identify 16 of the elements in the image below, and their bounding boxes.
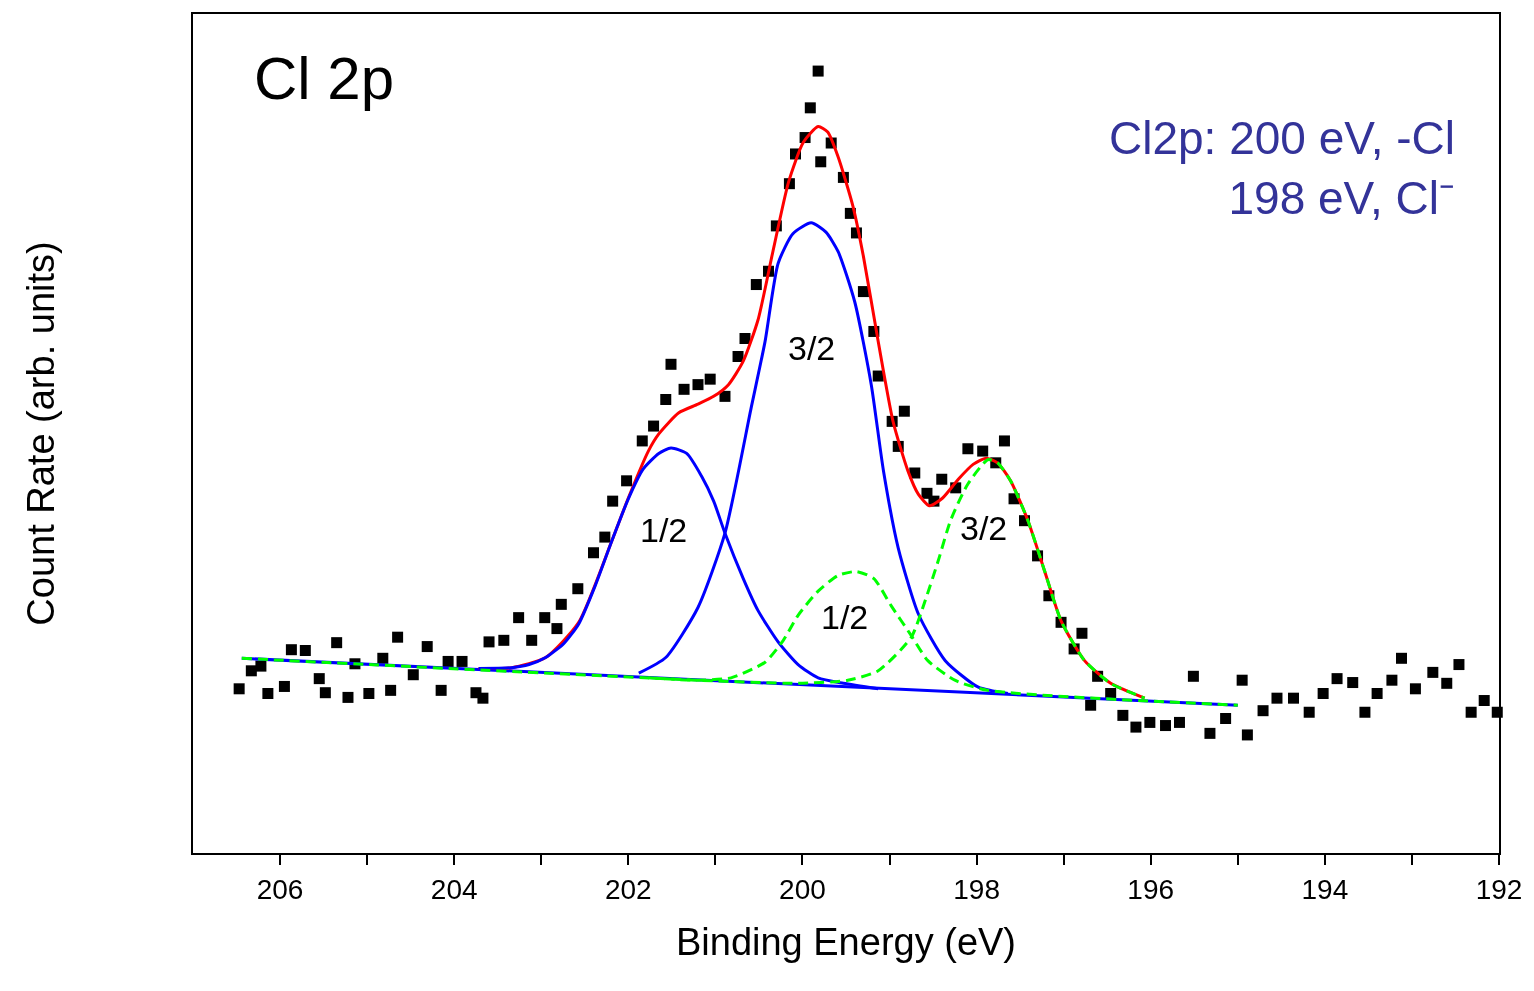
annotation: Cl2p: 200 eV, -Cl 198 eV, Cl⁻ [1109,112,1456,224]
x-tick-label: 196 [1127,873,1175,905]
x-tick-label: 198 [953,873,1000,905]
x-tick-label: 204 [430,873,478,905]
annotation: 1/2 [640,511,688,549]
annotation: 3/2 [960,509,1008,547]
x-tick-label: 194 [1301,873,1349,905]
x-tick-label: 202 [604,873,652,905]
x-tick-label: 192 [1475,873,1523,905]
annotation: 1/2 [821,598,869,636]
y-axis-title: Count Rate (arb. units) [19,241,62,626]
x-tick-label: 206 [256,873,304,905]
annotation: 3/2 [788,329,836,367]
x-axis-title: Binding Energy (eV) [675,921,1017,964]
x-tick-label: 200 [779,873,826,905]
annotation: Cl 2p [254,45,395,112]
